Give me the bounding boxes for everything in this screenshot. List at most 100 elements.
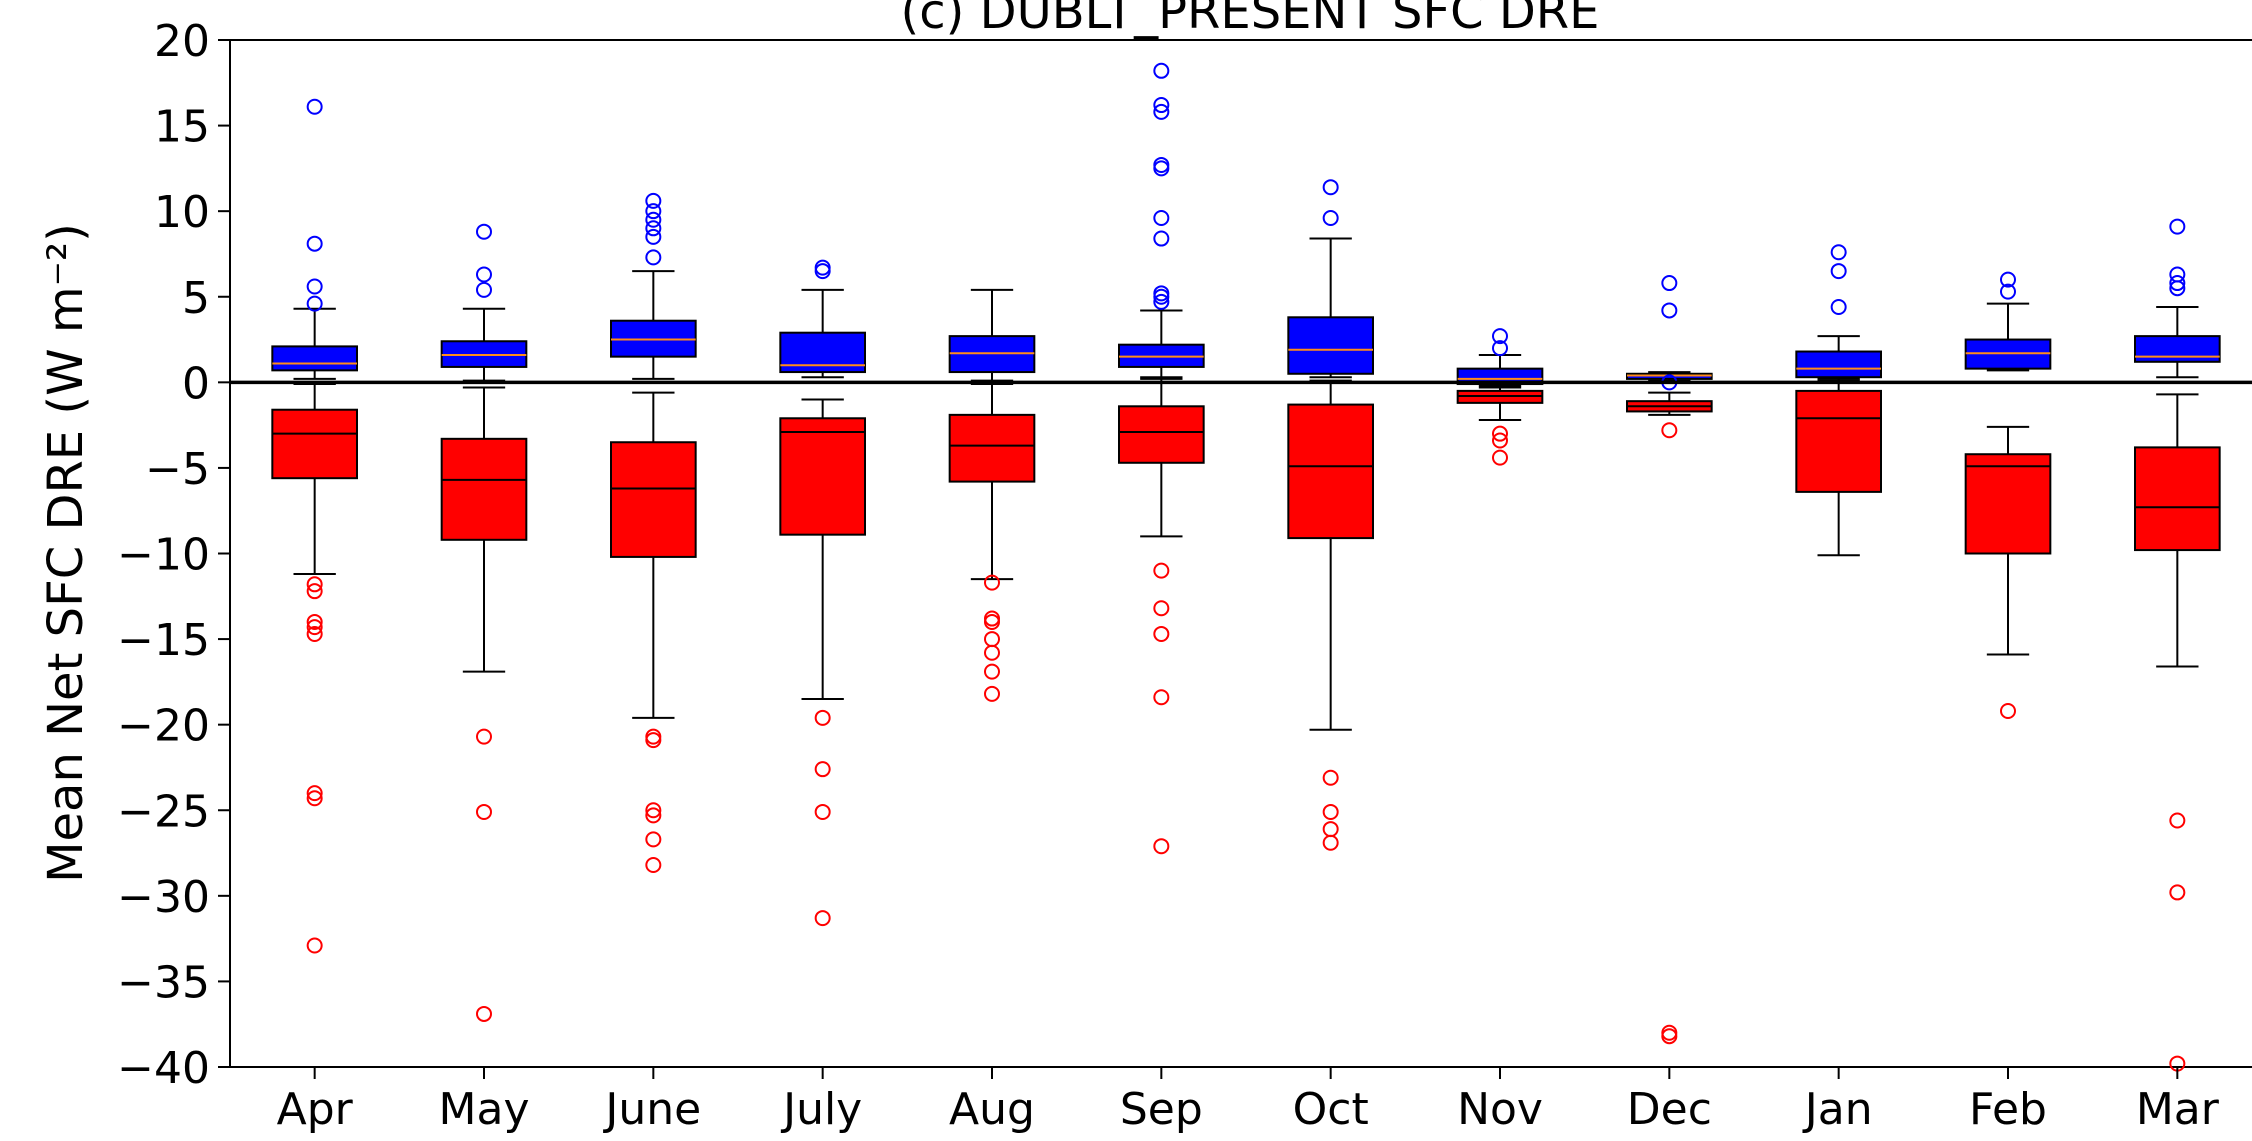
box [1287, 403, 1375, 540]
flier [2169, 275, 2186, 292]
flier [814, 761, 831, 778]
flier [1322, 179, 1339, 196]
y-tick-label: −35 [117, 957, 210, 1008]
x-tick-label: May [439, 1084, 530, 1135]
flier [814, 910, 831, 927]
x-tick-label: July [780, 1084, 862, 1135]
flier [984, 613, 1000, 630]
box [2134, 335, 2221, 363]
box [1118, 405, 1205, 464]
flier [306, 98, 323, 115]
y-tick-label: −5 [145, 444, 210, 495]
flier [645, 249, 662, 266]
chart-title: (c) DUBLT_PRESENT SFC DRE [901, 0, 1600, 40]
flier [984, 631, 1000, 648]
flier [2169, 812, 2186, 829]
flier [1153, 562, 1170, 579]
flier [1153, 288, 1170, 305]
flier [814, 263, 831, 280]
y-axis-label: Mean Net SFC DRE (W m⁻²) [38, 223, 94, 883]
box [1964, 453, 2052, 555]
flier [645, 220, 662, 237]
flier [1322, 803, 1339, 820]
flier [2169, 884, 2186, 901]
flier [645, 857, 662, 874]
y-tick-label: −30 [117, 872, 210, 923]
y-tick-label: −25 [117, 786, 210, 837]
x-tick-label: Aug [949, 1084, 1035, 1135]
flier [1153, 689, 1170, 706]
box [610, 441, 697, 558]
flier [1153, 600, 1170, 617]
box [1795, 350, 1883, 379]
box [440, 437, 528, 541]
flier [984, 610, 1000, 627]
flier [1322, 210, 1339, 227]
flier [984, 663, 1000, 680]
y-tick-label: 10 [154, 187, 210, 238]
flier [1830, 299, 1847, 316]
flier [645, 732, 662, 749]
flier [645, 802, 662, 819]
flier [476, 803, 492, 820]
flier [1661, 302, 1678, 319]
y-tick-label: −10 [117, 530, 210, 581]
box [1287, 316, 1375, 375]
flier [2000, 702, 2016, 719]
x-tick-label: Apr [277, 1084, 354, 1135]
y-tick-label: −15 [117, 615, 210, 666]
box [1795, 389, 1883, 493]
flier [814, 709, 831, 726]
flier [984, 644, 1000, 661]
box [779, 417, 866, 536]
x-tick-label: Feb [1969, 1084, 2047, 1135]
flier [476, 281, 492, 298]
flier [1153, 62, 1170, 79]
x-tick-label: Jan [1802, 1084, 1873, 1135]
y-tick-label: −20 [117, 701, 210, 752]
flier [1153, 103, 1170, 120]
flier [984, 574, 1000, 591]
flier [1492, 449, 1508, 466]
y-tick-label: 0 [182, 358, 210, 409]
flier [1492, 340, 1508, 357]
flier [1830, 244, 1847, 261]
flier [1661, 422, 1678, 439]
flier [1153, 625, 1170, 642]
flier [476, 728, 492, 745]
flier [645, 192, 662, 209]
flier [1153, 838, 1170, 855]
flier [1661, 1028, 1678, 1045]
flier [306, 278, 323, 295]
flier [1153, 210, 1170, 227]
x-tick-label: June [602, 1084, 701, 1135]
flier [1661, 1024, 1678, 1041]
flier [645, 228, 662, 245]
flier [645, 728, 662, 745]
flier [306, 625, 323, 642]
y-tick-label: 5 [182, 273, 210, 324]
flier [1153, 97, 1170, 114]
flier [306, 235, 323, 252]
flier [1153, 156, 1170, 173]
box [948, 413, 1036, 483]
flier [306, 619, 323, 636]
flier [645, 211, 662, 228]
y-tick-label: 20 [154, 16, 210, 67]
flier [1492, 328, 1508, 345]
flier [306, 937, 323, 954]
flier [984, 685, 1000, 702]
flier [1830, 263, 1847, 280]
flier [1322, 769, 1339, 786]
y-tick-label: −40 [117, 1043, 210, 1094]
flier [306, 576, 323, 593]
box [271, 345, 359, 372]
flier [1661, 275, 1678, 292]
x-tick-label: Sep [1120, 1084, 1203, 1135]
y-tick-label: 15 [154, 102, 210, 153]
flier [476, 1005, 492, 1022]
flier [306, 790, 323, 807]
flier [1153, 293, 1170, 310]
flier [814, 259, 831, 276]
